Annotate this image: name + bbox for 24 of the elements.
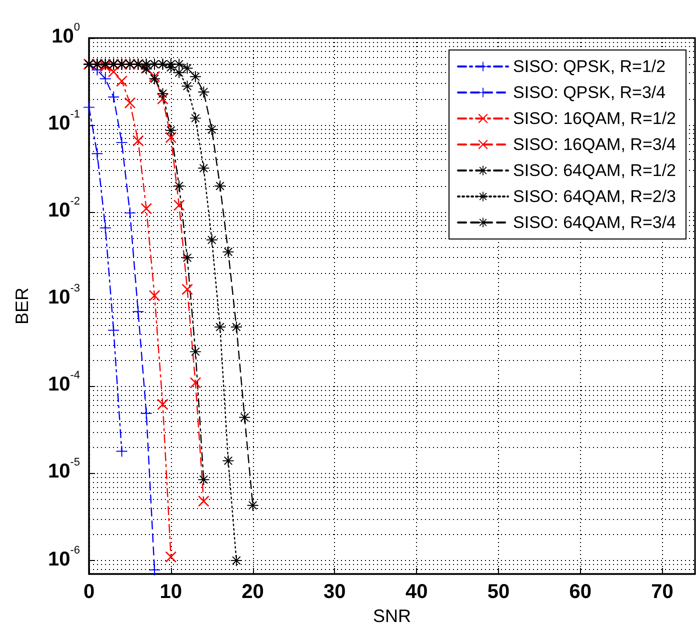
legend-label: SISO: 16QAM, R=1/2 xyxy=(513,109,676,128)
x-tick-label: 60 xyxy=(569,581,592,603)
x-tick-label: 10 xyxy=(160,581,182,603)
x-axis-title: SNR xyxy=(372,606,412,626)
y-tick-label: 10$^{-3}$ xyxy=(48,282,80,311)
legend-label: SISO: 16QAM, R=3/4 xyxy=(513,135,676,154)
legend-label: SISO: QPSK, R=1/2 xyxy=(513,57,666,76)
y-tick-label: 10$^{-6}$ xyxy=(48,544,80,572)
x-tick-label: 20 xyxy=(242,581,264,603)
y-tick-label: 10$^{0}$ xyxy=(52,22,80,50)
legend-label: SISO: QPSK, R=3/4 xyxy=(513,83,666,102)
y-tick-label: 10$^{-4}$ xyxy=(48,370,80,398)
y-tick-label: 10$^{-5}$ xyxy=(48,456,80,485)
x-tick-label: 50 xyxy=(487,581,510,603)
legend-label: SISO: 64QAM, R=1/2 xyxy=(513,161,676,180)
y-tick-label: 10$^{-2}$ xyxy=(48,196,80,224)
legend-label: SISO: 64QAM, R=2/3 xyxy=(513,187,676,206)
legend-label: SISO: 64QAM, R=3/4 xyxy=(513,213,676,232)
y-axis-title: BER xyxy=(12,287,32,325)
y-tick-label: 10$^{-1}$ xyxy=(48,108,80,137)
x-tick-label: 70 xyxy=(651,581,674,603)
x-tick-label: 30 xyxy=(324,581,346,603)
x-tick-label: 0 xyxy=(83,581,95,603)
x-tick-label: 40 xyxy=(405,581,428,603)
